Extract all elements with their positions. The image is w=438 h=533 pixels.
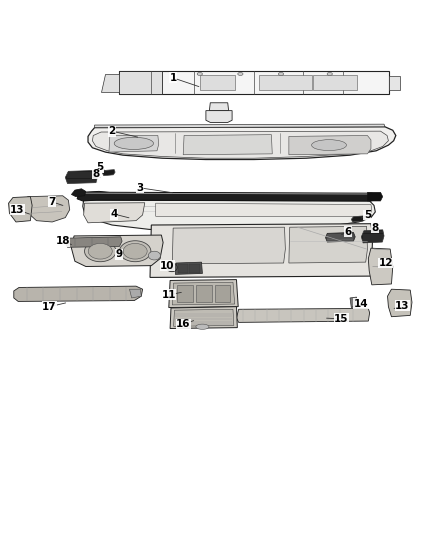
Text: 3: 3 — [137, 183, 144, 193]
Polygon shape — [183, 135, 272, 155]
Ellipse shape — [120, 241, 151, 262]
Polygon shape — [65, 171, 98, 183]
Polygon shape — [177, 285, 193, 302]
Polygon shape — [95, 124, 385, 128]
Ellipse shape — [166, 263, 177, 272]
Polygon shape — [92, 131, 389, 158]
Polygon shape — [83, 200, 375, 231]
Polygon shape — [351, 216, 365, 222]
Ellipse shape — [85, 241, 116, 262]
Polygon shape — [155, 203, 372, 216]
Text: 12: 12 — [378, 258, 393, 268]
Polygon shape — [119, 71, 389, 94]
Text: 16: 16 — [176, 319, 191, 329]
Text: 4: 4 — [110, 209, 118, 219]
Text: 13: 13 — [395, 301, 410, 311]
Ellipse shape — [279, 72, 284, 76]
Polygon shape — [289, 135, 371, 155]
Polygon shape — [314, 75, 357, 90]
Text: 15: 15 — [334, 314, 349, 324]
Polygon shape — [237, 309, 370, 322]
Text: 7: 7 — [49, 197, 56, 207]
Polygon shape — [175, 262, 202, 274]
Polygon shape — [178, 264, 187, 272]
Text: 2: 2 — [109, 126, 116, 136]
Polygon shape — [14, 286, 143, 302]
Polygon shape — [119, 71, 162, 94]
Polygon shape — [196, 285, 212, 302]
Polygon shape — [169, 280, 238, 308]
Polygon shape — [88, 127, 396, 159]
Ellipse shape — [197, 72, 202, 76]
Text: 8: 8 — [92, 169, 99, 179]
Polygon shape — [172, 227, 286, 264]
Polygon shape — [206, 111, 232, 123]
Ellipse shape — [238, 72, 243, 76]
Polygon shape — [350, 297, 358, 308]
Text: 5: 5 — [97, 163, 104, 172]
Polygon shape — [71, 235, 163, 266]
Polygon shape — [189, 264, 200, 272]
Text: 18: 18 — [56, 236, 70, 246]
Polygon shape — [170, 306, 237, 328]
Text: 6: 6 — [344, 227, 351, 237]
Ellipse shape — [114, 138, 153, 149]
Polygon shape — [215, 285, 230, 302]
Polygon shape — [389, 76, 400, 90]
Polygon shape — [109, 135, 159, 152]
Polygon shape — [367, 192, 383, 201]
Text: 5: 5 — [364, 210, 371, 220]
Polygon shape — [388, 289, 412, 317]
Polygon shape — [65, 237, 122, 247]
Ellipse shape — [88, 244, 112, 259]
Polygon shape — [77, 191, 377, 201]
Polygon shape — [25, 196, 70, 222]
Text: 14: 14 — [353, 298, 368, 309]
Ellipse shape — [327, 72, 332, 76]
Polygon shape — [102, 169, 115, 176]
Text: 17: 17 — [42, 302, 57, 312]
Ellipse shape — [311, 140, 346, 151]
Ellipse shape — [169, 265, 175, 270]
Polygon shape — [9, 197, 32, 222]
Polygon shape — [325, 232, 355, 242]
Polygon shape — [259, 75, 312, 90]
Polygon shape — [172, 282, 235, 305]
Text: 10: 10 — [160, 261, 175, 271]
Polygon shape — [130, 289, 141, 298]
Text: 1: 1 — [170, 73, 177, 83]
Polygon shape — [71, 189, 86, 197]
Ellipse shape — [196, 324, 209, 329]
Polygon shape — [173, 309, 234, 326]
Text: 11: 11 — [162, 290, 176, 300]
Polygon shape — [209, 103, 229, 111]
Polygon shape — [368, 248, 393, 285]
Polygon shape — [289, 227, 367, 263]
Ellipse shape — [123, 244, 147, 259]
Polygon shape — [361, 230, 384, 243]
Polygon shape — [200, 75, 235, 90]
Ellipse shape — [148, 251, 160, 260]
Text: 13: 13 — [10, 205, 25, 215]
Polygon shape — [84, 203, 145, 223]
Text: 9: 9 — [115, 249, 122, 259]
Polygon shape — [150, 224, 373, 277]
Text: 8: 8 — [372, 223, 379, 233]
Polygon shape — [101, 74, 119, 92]
